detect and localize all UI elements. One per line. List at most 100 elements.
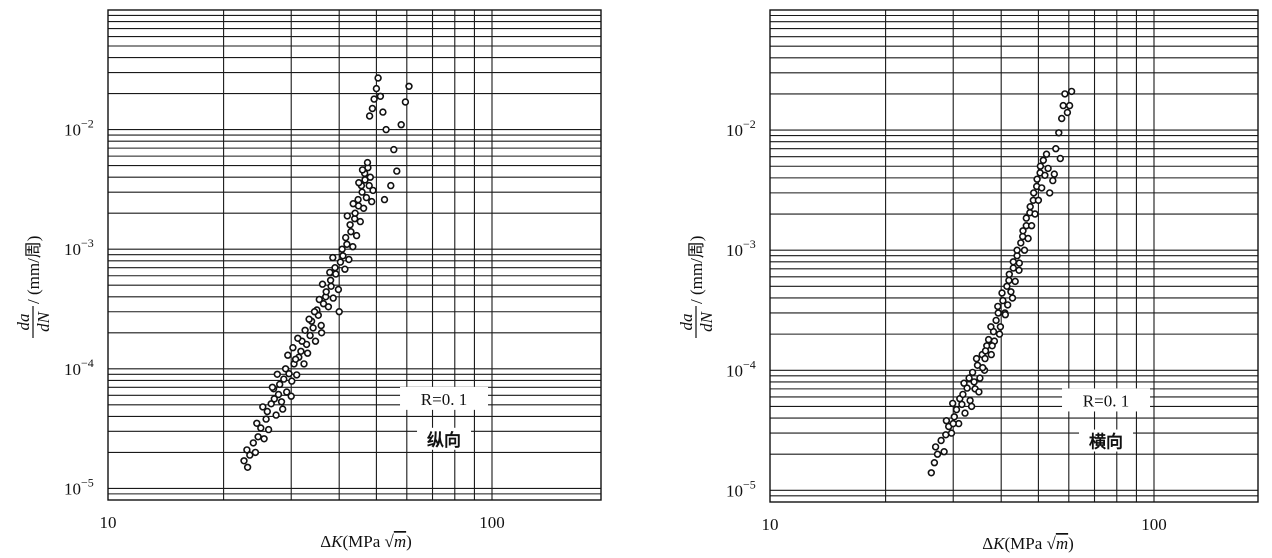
annotation: R=0. 1 横向 [1062, 388, 1151, 452]
x-label-close: ) [1068, 534, 1074, 553]
data-point [359, 204, 368, 213]
x-tick-label: 10 [762, 515, 779, 534]
data-point [277, 398, 286, 406]
data-point [987, 350, 995, 359]
data-point [937, 436, 945, 445]
data-point [1009, 258, 1017, 266]
data-point [351, 209, 359, 217]
y-tick-exponent: −5 [743, 477, 756, 491]
data-point [1027, 222, 1036, 230]
data-point [288, 377, 296, 385]
data-point [254, 433, 262, 441]
data-point [965, 374, 973, 382]
data-point [948, 399, 957, 408]
data-point [393, 167, 401, 175]
data-point [281, 365, 290, 373]
data-point [961, 409, 969, 417]
data-point [1007, 288, 1015, 296]
y-label-unit: / (mm/周) [687, 236, 706, 304]
data-point [365, 112, 374, 120]
data-point [1050, 170, 1059, 178]
data-point [942, 417, 951, 425]
data-point [291, 355, 300, 363]
data-point [343, 212, 351, 220]
data-point [363, 158, 372, 167]
y-tick-label: 10−3 [64, 236, 94, 259]
data-point [1029, 189, 1038, 197]
data-point [358, 188, 366, 196]
y-label-unit: / (mm/周) [24, 236, 43, 304]
data-point [309, 324, 317, 332]
data-point [382, 125, 390, 134]
data-point [397, 120, 405, 129]
data-point [283, 388, 291, 396]
data-point [300, 360, 308, 368]
y-tick-exponent: −2 [743, 117, 756, 131]
data-point [1067, 87, 1076, 96]
data-point [287, 392, 295, 400]
data-point [297, 347, 305, 355]
annotation-direction: 纵向 [427, 430, 461, 450]
x-label-var: K [330, 532, 344, 551]
data-point [1026, 203, 1034, 211]
data-point [349, 200, 357, 208]
data-point [262, 415, 270, 423]
data-point [387, 181, 395, 190]
data-point [976, 374, 984, 382]
x-label-prefix: Δ [982, 534, 993, 553]
data-point [927, 469, 935, 477]
x-axis-label: ΔK(MPa √m) [320, 532, 412, 551]
data-point [339, 252, 347, 260]
data-point [376, 92, 385, 101]
y-tick-base: 10 [64, 479, 81, 498]
data-point [994, 302, 1002, 311]
data-point [996, 323, 1005, 331]
y-tick-label: 10−2 [64, 117, 94, 140]
data-point [1056, 154, 1065, 163]
data-point [950, 413, 958, 421]
data-point [306, 331, 314, 340]
data-point [335, 308, 343, 316]
data-point [1024, 234, 1032, 243]
plot-frame [107, 9, 602, 501]
data-point [347, 228, 355, 236]
data-point [279, 405, 287, 413]
data-point [327, 282, 335, 290]
data-point [274, 390, 283, 399]
data-point [379, 108, 387, 116]
data-point [362, 193, 371, 202]
y-axis-label: da dN / (mm/周) [677, 236, 716, 338]
data-point [984, 335, 993, 344]
y-tick-label: 10−4 [64, 356, 94, 379]
y-tick-base: 10 [726, 361, 743, 380]
data-point [1005, 270, 1013, 278]
data-point [368, 197, 376, 206]
x-label-var: K [992, 534, 1006, 553]
data-point [301, 326, 309, 334]
data-point [940, 448, 948, 456]
data-point [1055, 129, 1063, 137]
data-point [272, 411, 280, 419]
data-point [1042, 150, 1051, 158]
data-point [1044, 164, 1052, 173]
data-point [356, 217, 364, 226]
data-point [1020, 246, 1029, 254]
y-tick-exponent: −4 [81, 356, 94, 370]
data-point [1063, 108, 1072, 117]
y-tick-exponent: −2 [81, 117, 94, 131]
data-point [341, 265, 349, 273]
data-point [268, 383, 277, 391]
data-point [401, 98, 410, 106]
data-point [251, 448, 260, 457]
data-point [311, 337, 320, 345]
data-point [978, 364, 987, 372]
data-point [366, 173, 374, 181]
data-point [1011, 277, 1019, 286]
data-point [1005, 276, 1013, 285]
data-series [240, 74, 413, 471]
data-point [315, 295, 323, 304]
data-point [1015, 266, 1023, 274]
data-point [1065, 101, 1074, 110]
annotation-r-value: R=0. 1 [421, 390, 467, 409]
